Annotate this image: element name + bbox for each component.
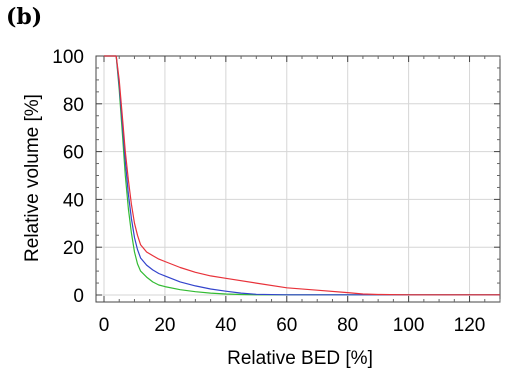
x-tick-label: 60 (276, 315, 297, 336)
y-tick-label: 20 (63, 238, 84, 259)
x-axis-title: Relative BED [%] (227, 348, 373, 369)
series-line-1 (104, 55, 500, 296)
y-tick-label: 0 (73, 286, 84, 307)
series-lines (104, 55, 500, 296)
x-tick-label: 120 (454, 315, 486, 336)
x-tick-label: 100 (393, 315, 425, 336)
series-line-3 (104, 55, 500, 296)
x-tick-label: 20 (154, 315, 175, 336)
x-tick-label: 80 (337, 315, 358, 336)
ticks (96, 55, 501, 302)
y-tick-label: 60 (63, 143, 84, 164)
y-tick-label: 80 (63, 95, 84, 116)
plot-frame (95, 55, 501, 303)
series-line-2 (104, 55, 500, 296)
x-tick-label: 40 (215, 315, 236, 336)
panel-label: (b) (6, 4, 43, 30)
y-tick-label: 100 (52, 47, 84, 68)
y-tick-label: 40 (63, 190, 84, 211)
y-axis-title: Relative volume [%] (22, 94, 43, 262)
x-tick-label: 0 (99, 315, 110, 336)
grid (96, 55, 500, 302)
tick-labels: 0 20 40 60 80 100 120 0 20 40 60 80 100 (52, 47, 485, 336)
